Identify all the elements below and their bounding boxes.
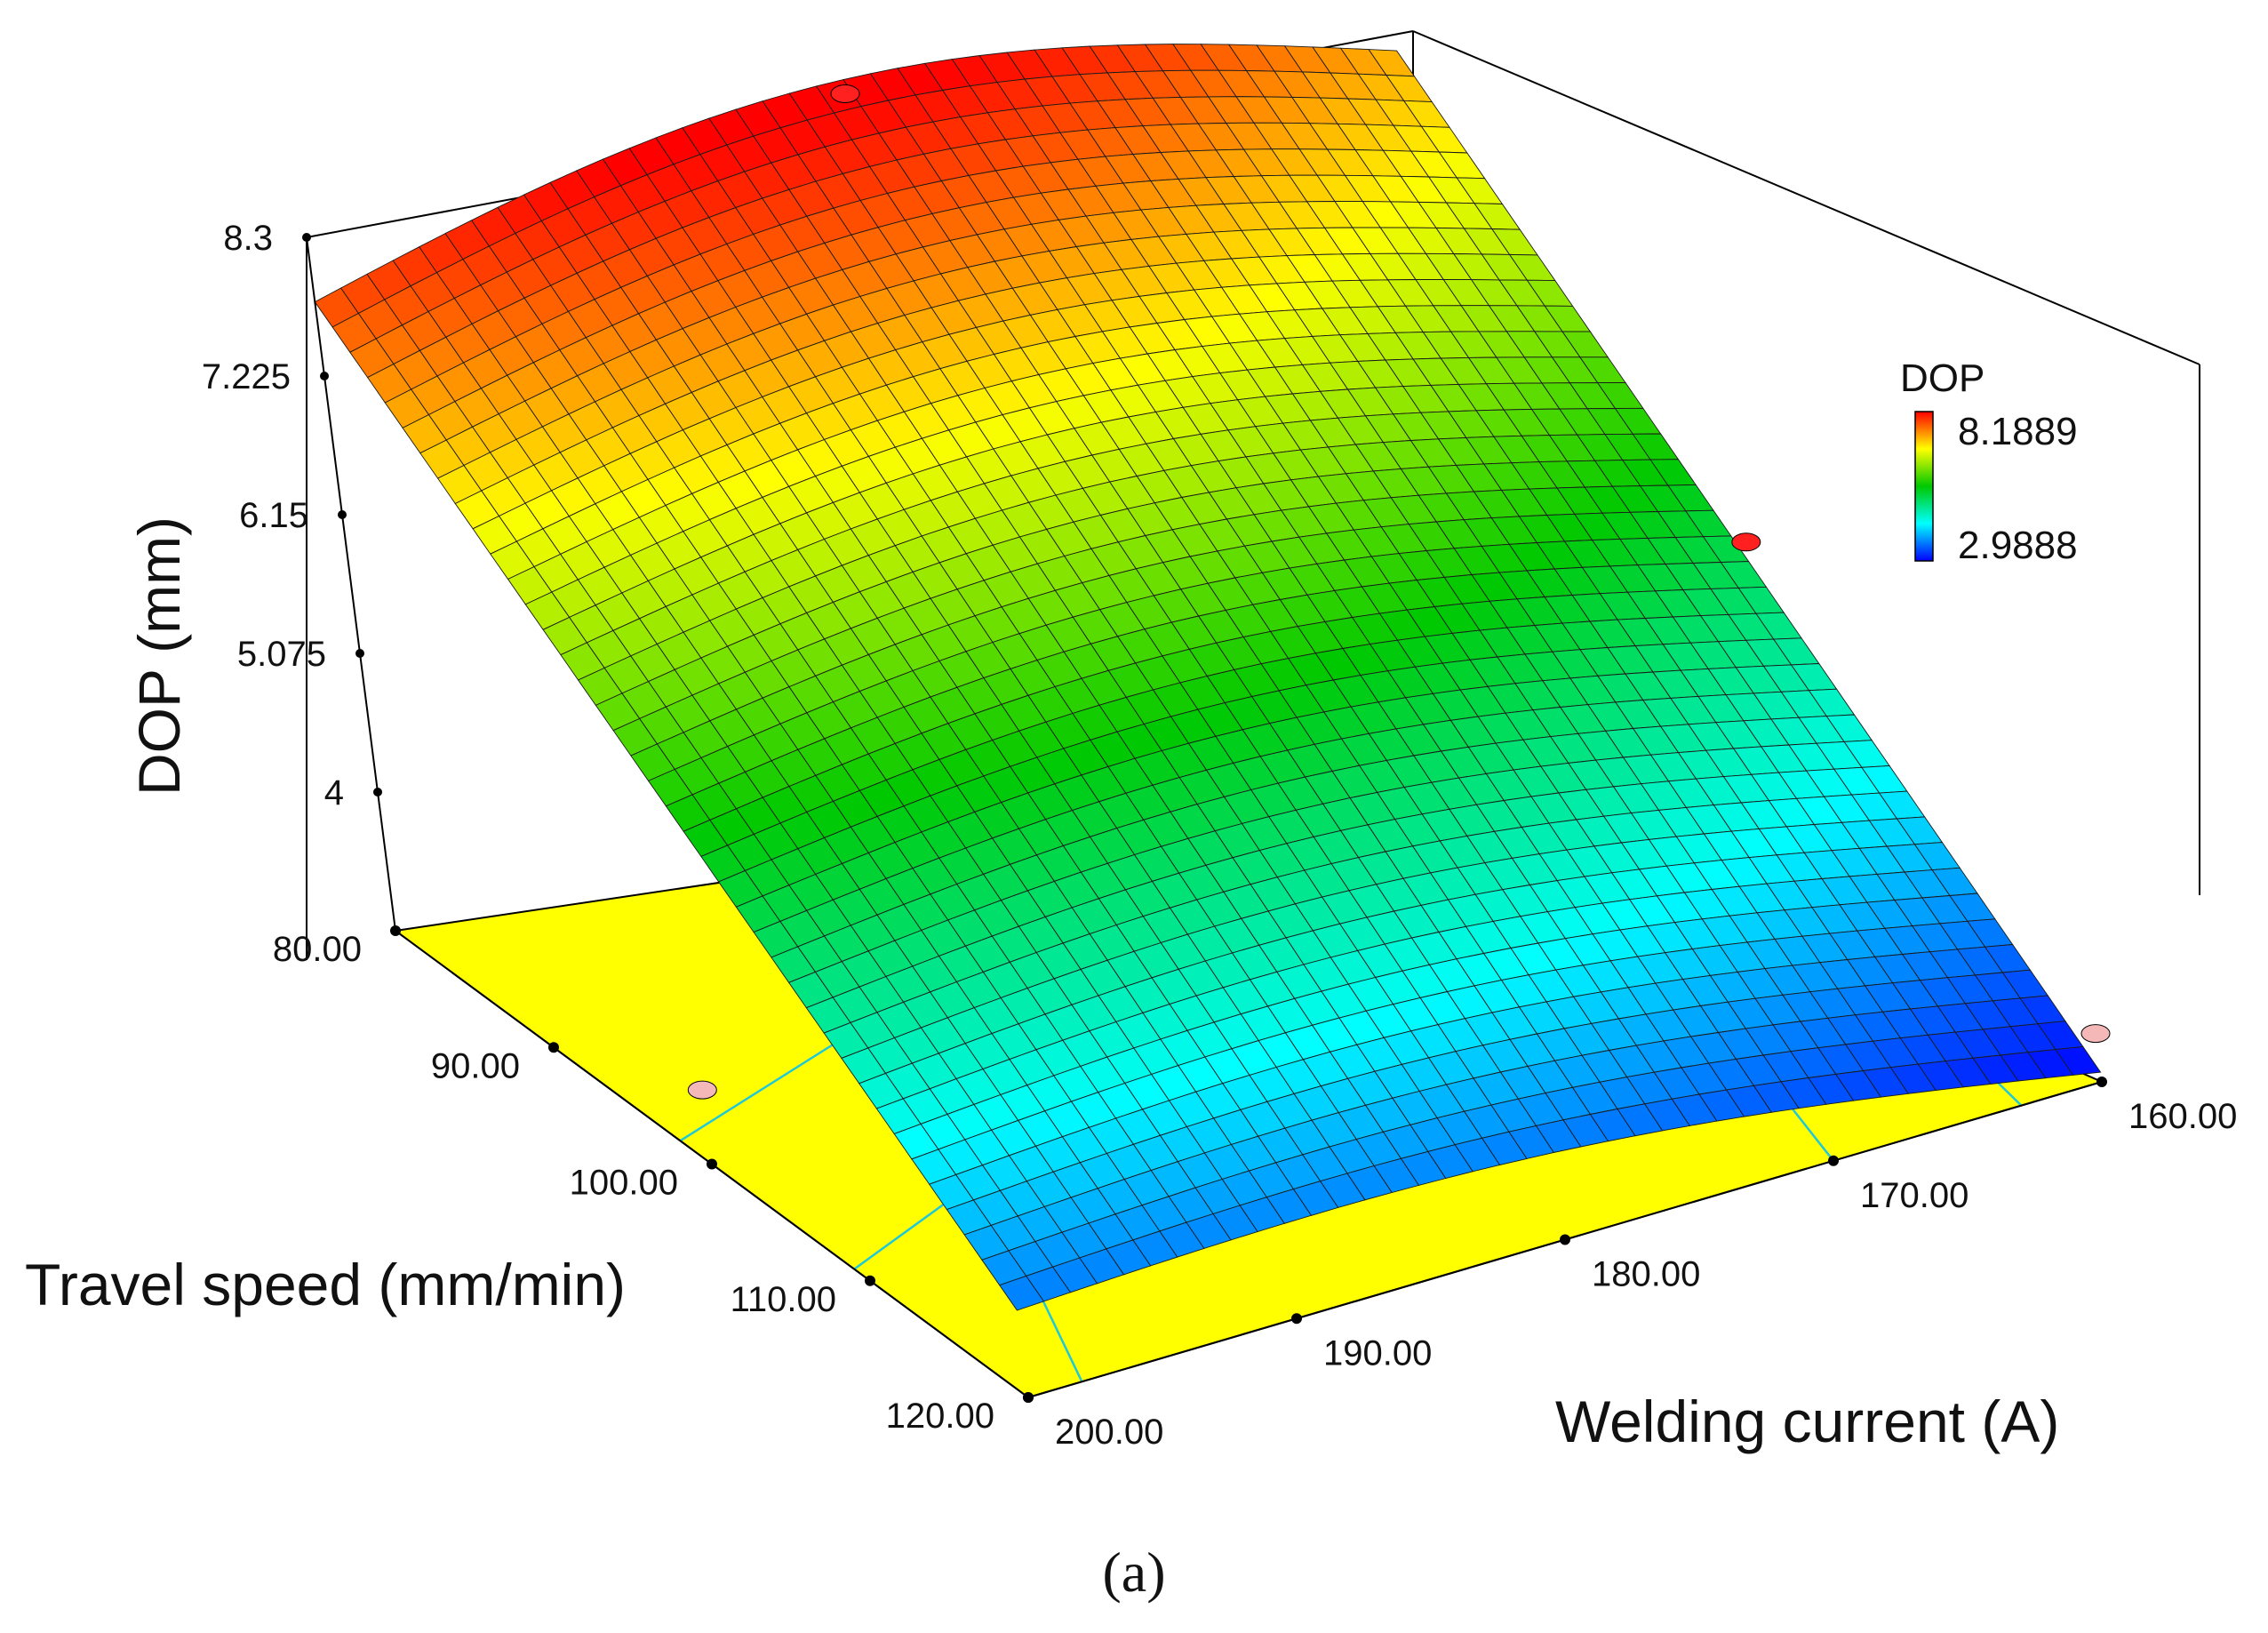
z-tick-label: 4 [324,773,344,812]
legend-color-bar [1914,411,1934,562]
x-tick [2096,1077,2107,1087]
x-tick-label: 190.00 [1323,1333,1432,1373]
design-points [687,84,2111,1100]
z-tick-label: 6.15 [239,496,308,535]
legend-min-label: 2.9888 [1958,524,2078,567]
x-tick [1828,1155,1839,1166]
y-tick-label: 80.00 [273,930,362,969]
y-tick [865,1275,875,1286]
x-tick [1023,1392,1034,1403]
color-legend: DOP 8.1889 2.9888 [1900,356,2078,567]
surface-cell [2055,1045,2102,1076]
z-axis-title: DOP (mm) [126,516,192,796]
box-top-right-edge [1412,30,2200,365]
z-axis: 4 5.075 6.15 7.225 8.3 [202,219,396,932]
x-axis-title: Welding current (A) [1555,1389,2059,1454]
y-tick-label: 100.00 [570,1164,678,1203]
design-point [1731,532,1761,552]
travel-speed-axis: 80.00 90.00 100.00 110.00 120.00 [273,925,1034,1436]
design-point [687,1080,717,1100]
legend-title: DOP [1900,356,1984,400]
y-tick [390,925,401,936]
x-tick-label: 200.00 [1055,1413,1163,1452]
y-axis-title: Travel speed (mm/min) [25,1252,626,1317]
z-tick-label: 7.225 [202,357,291,396]
z-tick [373,788,382,796]
y-tick [707,1158,717,1170]
x-tick-label: 160.00 [2128,1097,2237,1136]
x-tick [1291,1313,1302,1325]
response-surface [314,44,2102,1311]
z-tick [355,649,364,658]
z-tick [302,233,311,242]
z-tick-label: 8.3 [223,219,273,258]
z-tick-label: 5.075 [237,635,326,674]
z-axis-line [306,236,396,932]
welding-current-axis: 160.00 170.00 180.00 190.00 200.00 [1023,1077,2237,1452]
y-tick-label: 120.00 [886,1397,994,1436]
x-tick-label: 180.00 [1592,1255,1700,1294]
figure-caption: (a) [1102,1541,1165,1604]
y-tick-label: 90.00 [431,1046,520,1085]
z-tick [320,372,329,380]
x-tick [1560,1234,1570,1245]
design-point [830,84,860,103]
y-tick [548,1042,559,1053]
x-tick-label: 170.00 [1860,1176,1969,1215]
y-tick-label: 110.00 [731,1280,836,1319]
design-point [2080,1024,2111,1044]
legend-max-label: 8.1889 [1958,410,2078,453]
z-tick [338,510,347,519]
